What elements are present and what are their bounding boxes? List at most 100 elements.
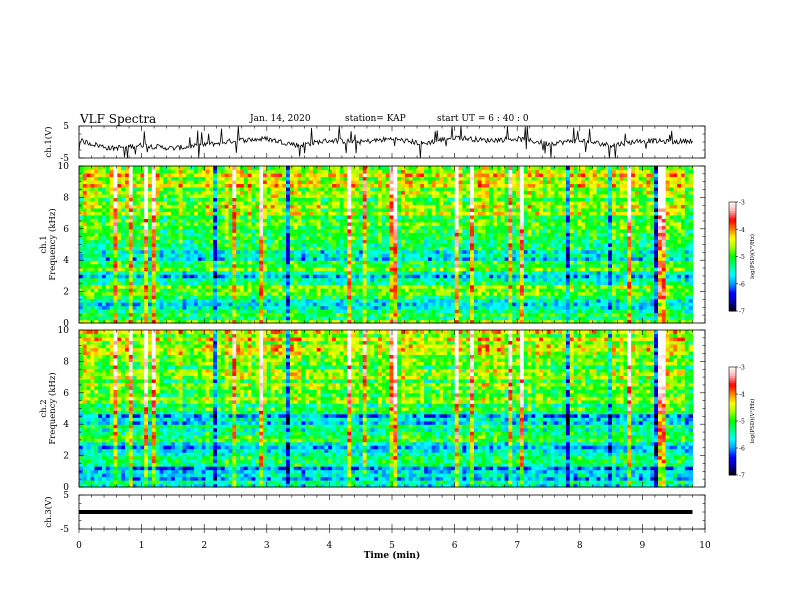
spectrogram-cell [171,176,176,181]
spectrogram-cell [358,190,364,195]
spectrogram-cell [217,281,222,286]
spectrogram-cell [378,239,383,244]
spectrogram-cell [144,186,149,192]
spectrogram-cell [489,193,494,198]
spectrogram-cell [301,249,306,254]
spectrogram-cell [324,312,329,317]
spectrogram-cell [259,277,264,282]
spectrogram-cell [324,183,329,188]
spectrogram-cell [301,179,306,185]
spectrogram-cell [79,200,84,205]
spectrogram-cell [201,246,207,251]
spectrogram-cell [121,211,126,216]
spectrogram-cell [470,288,475,293]
spectrogram-cell [458,186,464,192]
spectrogram-cell [454,166,460,171]
spectrogram-cell [167,186,172,192]
spectrogram-cell [255,256,260,261]
spectrogram-cell [247,214,253,219]
spectrogram-cell [251,214,256,219]
spectrogram-cell [282,319,287,324]
spectrogram-cell [332,207,337,212]
spectrogram-cell [209,270,214,275]
spectrogram-cell [450,263,456,268]
spectrogram-cell [282,281,287,286]
spectrogram-cell [431,263,437,268]
spectrogram-cell [427,253,433,258]
spectrogram-cell [251,190,256,195]
spectrogram-cell [297,183,302,188]
spectrogram-cell [420,274,425,279]
spectrogram-cell [309,232,314,237]
spectrogram-cell [305,277,310,282]
spectrogram-cell [90,169,95,174]
spectrogram-cell [163,183,168,188]
spectrogram-cell [286,249,291,254]
spectrogram-cell [159,274,164,279]
spectrogram-cell [178,200,184,205]
spectrogram-cell [224,295,230,300]
spectrogram-cell [462,284,467,289]
spectrogram-cell [293,232,299,237]
spectrogram-cell [243,316,249,321]
spectrogram-cell [362,239,368,244]
spectrogram-cell [113,316,118,321]
spectrogram-cell [351,242,356,247]
spectrogram-cell [251,260,256,265]
spectrogram-cell [209,302,214,307]
spectrogram-cell [301,305,306,310]
spectrogram-cell [389,211,394,216]
spectrogram-cell [113,274,118,279]
spectrogram-cell [144,319,149,324]
spectrogram-cell [213,207,218,212]
spectrogram-cell [102,274,107,279]
spectrogram-cell [136,242,141,247]
spectrogram-cell [140,200,145,205]
spectrogram-cell [228,166,233,171]
spectrogram-cell [163,235,168,240]
spectrogram-cell [404,246,410,251]
spectrogram-cell [109,298,115,303]
spectrogram-cell [278,270,283,275]
spectrogram-cell [98,319,103,324]
spectrogram-cell [385,260,391,265]
spectrogram-cell [90,228,95,233]
spectrogram-cell [305,288,310,293]
spectrogram-cell [443,221,448,226]
spectrogram-cell [389,295,394,300]
spectrogram-cell [473,190,479,195]
spectrogram-cell [416,267,421,272]
spectrogram-cell [251,211,256,216]
spectrogram-cell [412,204,418,209]
spectrogram-cell [155,186,161,192]
start-ut-label: start UT = 6 : 40 : 0 [437,114,529,124]
spectrogram-cell [493,249,498,254]
spectrogram-cell [236,267,241,272]
spectrogram-cell [140,277,145,282]
spectrogram-cell [148,228,153,233]
spectrogram-cell [270,179,276,185]
spectrogram-cell [351,256,356,261]
spectrogram-cell [431,305,437,310]
spectrogram-cell [159,253,164,258]
spectrogram-cell [420,246,425,251]
spectrogram-cell [416,253,421,258]
spectrogram-cell [320,274,325,279]
spectrogram-cell [270,305,276,310]
spectrogram-cell [362,309,368,314]
spectrogram-cell [427,239,433,244]
spectrogram-cell [343,218,348,223]
spectrogram-cell [462,249,467,254]
spectrogram-cell [105,295,111,300]
spectrogram-cell [339,221,345,226]
spectrogram-cell [378,172,383,178]
spectrogram-cell [213,221,218,226]
spectrogram-cell [435,200,441,205]
spectrogram-cell [90,225,95,230]
spectrogram-cell [493,270,498,275]
spectrogram-cell [378,263,383,268]
spectrogram-cell [450,172,456,178]
spectrogram-cell [228,267,233,272]
spectrogram-cell [213,270,218,275]
spectrogram-cell [178,260,184,265]
